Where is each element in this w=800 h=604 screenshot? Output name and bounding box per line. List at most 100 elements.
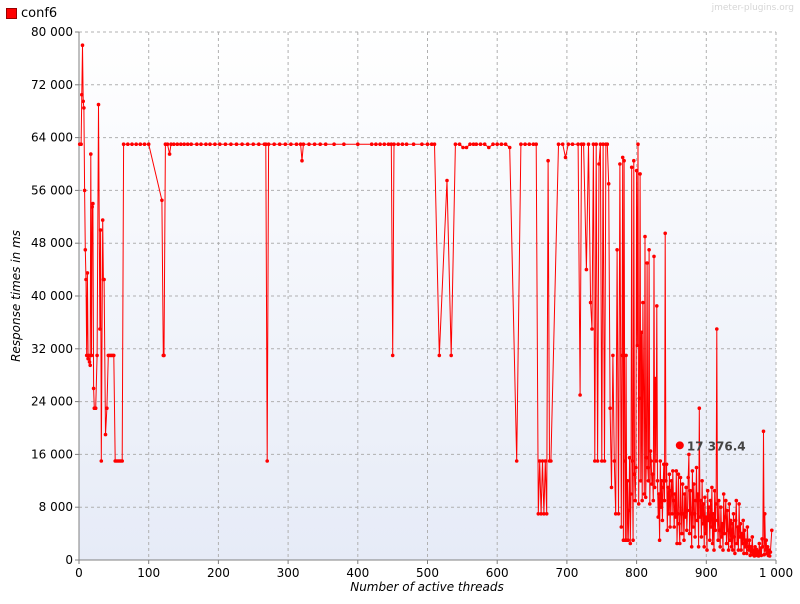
- data-point: [121, 142, 126, 146]
- data-point: [80, 92, 84, 97]
- data-point: [681, 512, 686, 516]
- data-point: [767, 554, 772, 558]
- data-point: [588, 300, 593, 305]
- data-point: [289, 142, 293, 146]
- data-point: [712, 548, 716, 552]
- legend: conf6: [6, 6, 57, 21]
- data-point: [189, 142, 193, 146]
- data-point: [718, 545, 722, 549]
- data-point: [657, 492, 661, 496]
- data-point: [663, 231, 667, 236]
- data-point: [746, 545, 750, 549]
- data-point: [598, 142, 603, 146]
- data-point: [724, 541, 729, 546]
- data-point: [560, 142, 565, 146]
- data-point: [382, 142, 387, 146]
- data-point: [722, 531, 727, 536]
- y-axis-ticks: 0 8 000 16 000 24 000 32 000 40 000 48 000 56 0…: [31, 25, 79, 567]
- data-point: [728, 538, 732, 542]
- data-point: [87, 360, 92, 364]
- data-point: [715, 518, 720, 523]
- data-point: [634, 168, 639, 173]
- data-point: [542, 512, 546, 516]
- y-tick-label: 40 000: [31, 289, 73, 303]
- data-point: [83, 248, 88, 252]
- data-point: [748, 553, 752, 558]
- data-point: [671, 498, 676, 503]
- data-point: [514, 459, 519, 463]
- x-tick-label: 400: [346, 566, 369, 580]
- data-point: [660, 518, 665, 523]
- data-point: [693, 535, 697, 539]
- data-point: [432, 142, 437, 146]
- data-point: [93, 406, 98, 411]
- data-point: [134, 142, 138, 146]
- data-point: [694, 465, 699, 470]
- data-point: [659, 505, 663, 510]
- data-point: [179, 142, 183, 146]
- data-point: [172, 142, 176, 146]
- data-point: [616, 512, 621, 516]
- data-point: [576, 142, 580, 146]
- data-point: [89, 353, 94, 358]
- data-point: [714, 502, 718, 506]
- data-point: [710, 541, 715, 546]
- data-point: [632, 472, 637, 477]
- data-point: [715, 327, 719, 331]
- data-point: [690, 469, 695, 473]
- data-point: [102, 277, 106, 282]
- data-point: [723, 515, 727, 519]
- data-point: [98, 228, 103, 232]
- data-point: [655, 304, 659, 308]
- y-tick-label: 8 000: [39, 500, 73, 514]
- data-point: [624, 353, 628, 358]
- data-point: [666, 485, 670, 490]
- y-tick-label: 24 000: [31, 395, 73, 409]
- data-point: [770, 528, 774, 533]
- data-point: [634, 465, 638, 470]
- data-point: [323, 142, 328, 146]
- x-axis-ticks: 0 100 200 300 400 500 600 700 800 900 1 000: [75, 560, 793, 580]
- data-point: [712, 488, 717, 493]
- data-point: [667, 472, 672, 477]
- data-point: [662, 498, 667, 503]
- data-point: [437, 353, 442, 358]
- data-point: [678, 541, 682, 546]
- data-point: [629, 492, 633, 496]
- data-point: [656, 515, 660, 519]
- data-point: [717, 528, 722, 533]
- value-annotation: 17 376.4: [675, 439, 746, 453]
- data-point: [264, 142, 268, 146]
- data-point: [630, 459, 635, 463]
- legend-label: conf6: [21, 6, 58, 21]
- data-point: [647, 248, 651, 252]
- annotation-label: 17 376.4: [687, 439, 746, 453]
- data-point: [768, 550, 773, 554]
- data-point: [594, 142, 598, 146]
- annotation-marker: [675, 441, 684, 450]
- data-point: [620, 155, 625, 160]
- data-point: [566, 142, 571, 146]
- data-point: [445, 178, 449, 183]
- data-point: [655, 479, 660, 483]
- data-point: [586, 142, 591, 146]
- data-point: [294, 142, 299, 146]
- data-point: [95, 353, 99, 358]
- data-point: [130, 142, 134, 146]
- data-point: [540, 459, 545, 463]
- data-point: [733, 518, 738, 523]
- data-point: [420, 142, 424, 146]
- data-point: [613, 512, 618, 516]
- y-tick-label: 72 000: [31, 78, 73, 92]
- data-point: [686, 475, 690, 480]
- data-point: [739, 548, 743, 552]
- data-point: [491, 142, 495, 146]
- data-point: [478, 142, 483, 146]
- data-point: [740, 541, 745, 546]
- data-point: [91, 201, 95, 206]
- data-point: [673, 492, 677, 496]
- data-point: [636, 142, 640, 146]
- data-point: [499, 142, 504, 146]
